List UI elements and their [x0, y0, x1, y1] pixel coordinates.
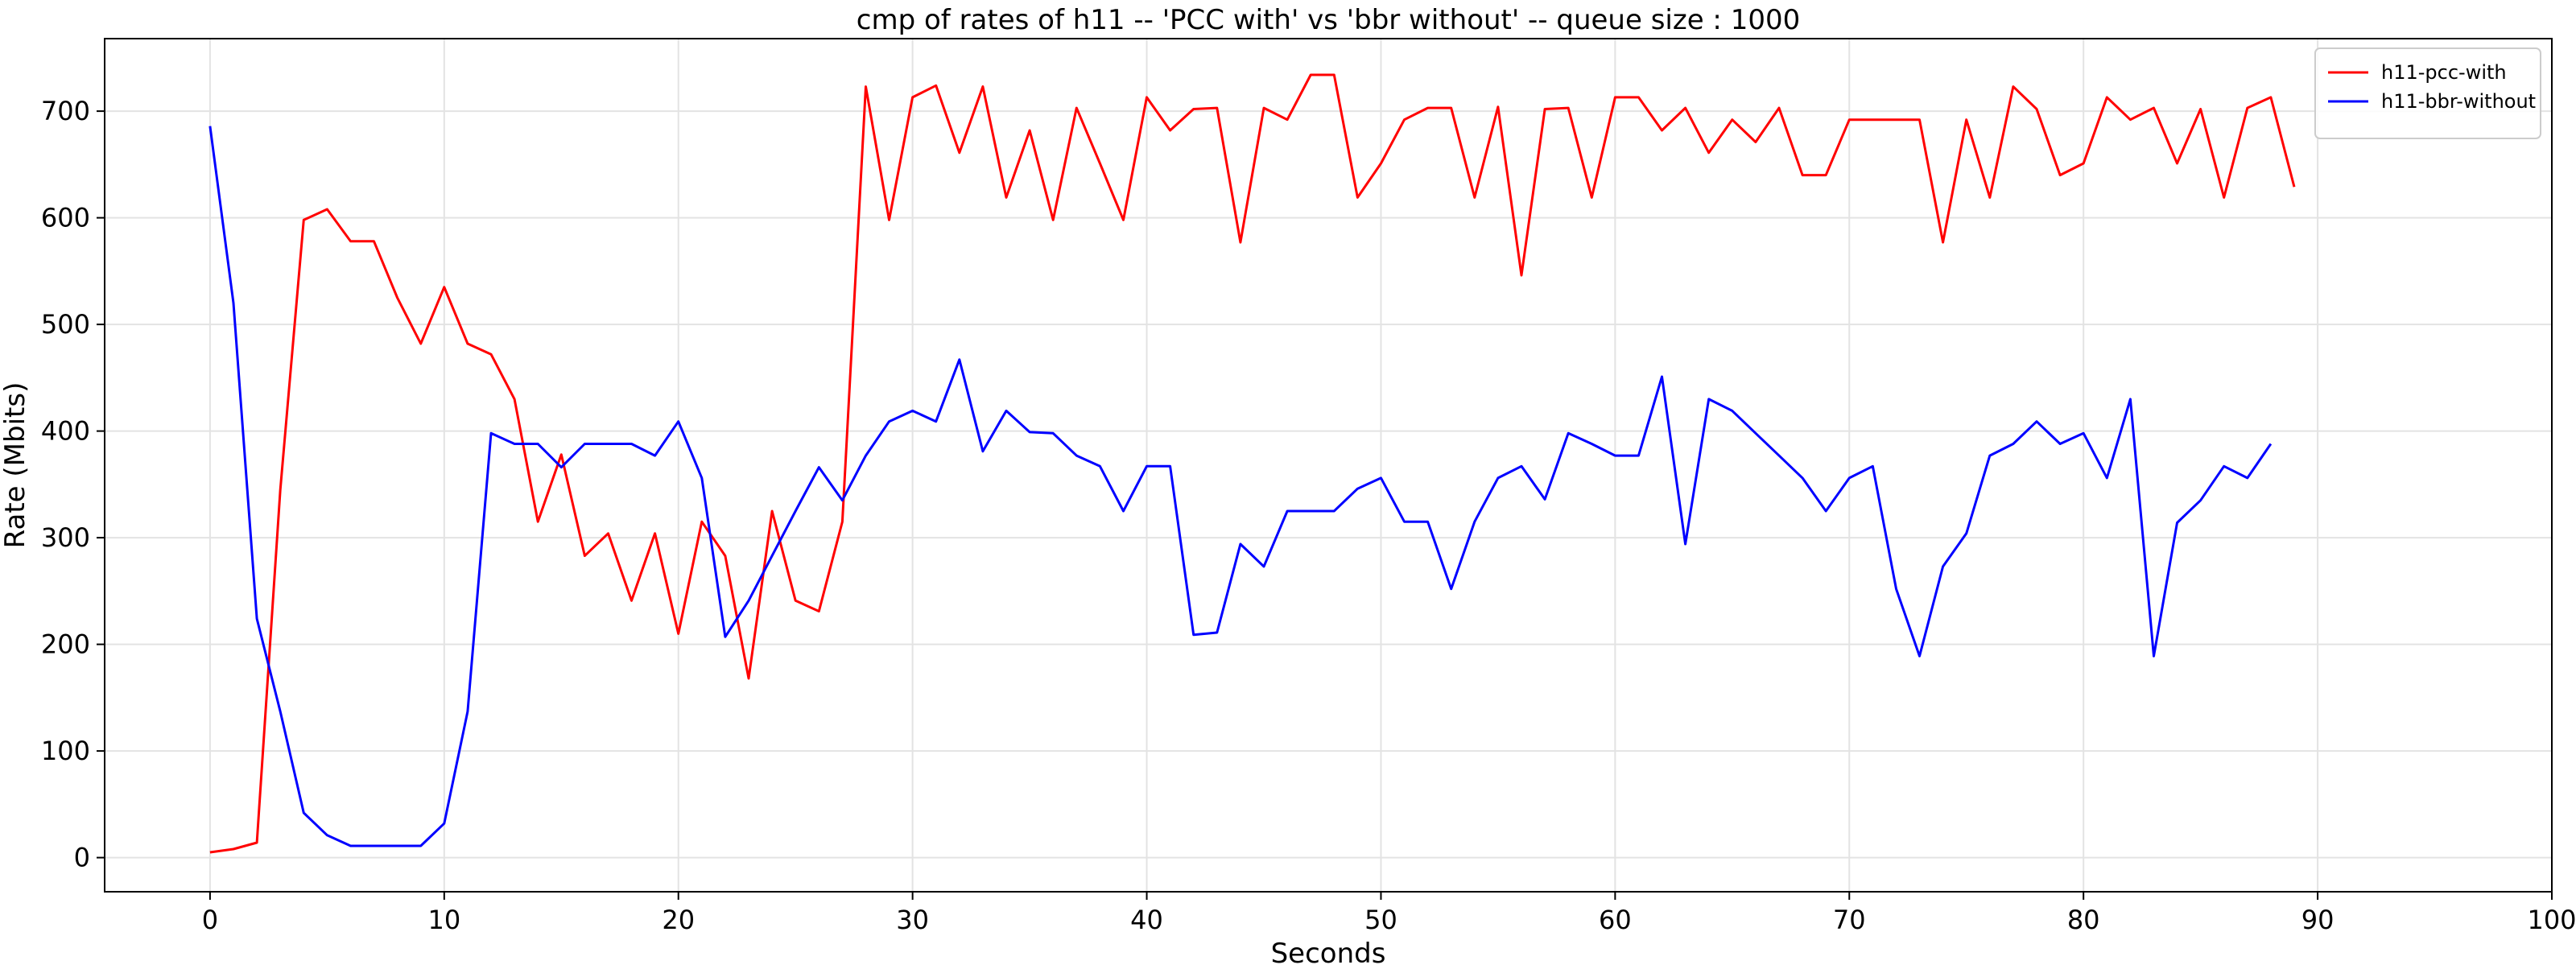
x-axis: 0 10 20 30 40 50 60 70 80 90 100: [202, 892, 2576, 935]
series-layer: [208, 73, 2296, 854]
legend-label: h11-pcc-with: [2381, 61, 2507, 84]
x-tick-label: 70: [1833, 905, 1866, 935]
x-tick-label: 90: [2301, 905, 2334, 935]
grid: [105, 39, 2553, 892]
x-tick-label: 50: [1364, 905, 1397, 935]
y-tick-label: 300: [41, 522, 90, 553]
legend-label: h11-bbr-without: [2381, 90, 2536, 113]
chart-title: cmp of rates of h11 -- 'PCC with' vs 'bb…: [857, 4, 1800, 36]
y-tick-label: 200: [41, 629, 90, 660]
x-tick-label: 40: [1130, 905, 1163, 935]
y-tick-label: 700: [41, 96, 90, 126]
x-tick-label: 30: [896, 905, 929, 935]
y-tick-label: 600: [41, 203, 90, 233]
y-axis-label: Rate (Mbits): [0, 382, 31, 549]
x-tick-label: 100: [2527, 905, 2576, 935]
legend-box: [2314, 47, 2541, 139]
y-axis: 0 100 200 300 400 500 600 700: [41, 96, 105, 873]
series-line-h11-bbr-without: [208, 126, 2273, 847]
x-tick-label: 80: [2067, 905, 2100, 935]
y-tick-label: 100: [41, 736, 90, 766]
y-tick-label: 0: [74, 843, 90, 873]
x-tick-label: 10: [427, 905, 460, 935]
y-tick-label: 400: [41, 416, 90, 447]
legend: h11-pcc-with h11-bbr-without: [2314, 47, 2541, 139]
y-tick-label: 500: [41, 309, 90, 340]
x-tick-label: 20: [662, 905, 695, 935]
x-tick-label: 60: [1599, 905, 1632, 935]
plot-frame: [104, 38, 2553, 893]
x-tick-label: 0: [202, 905, 218, 935]
x-axis-label: Seconds: [1271, 938, 1386, 966]
series-line-h11-pcc-with: [209, 73, 2296, 854]
